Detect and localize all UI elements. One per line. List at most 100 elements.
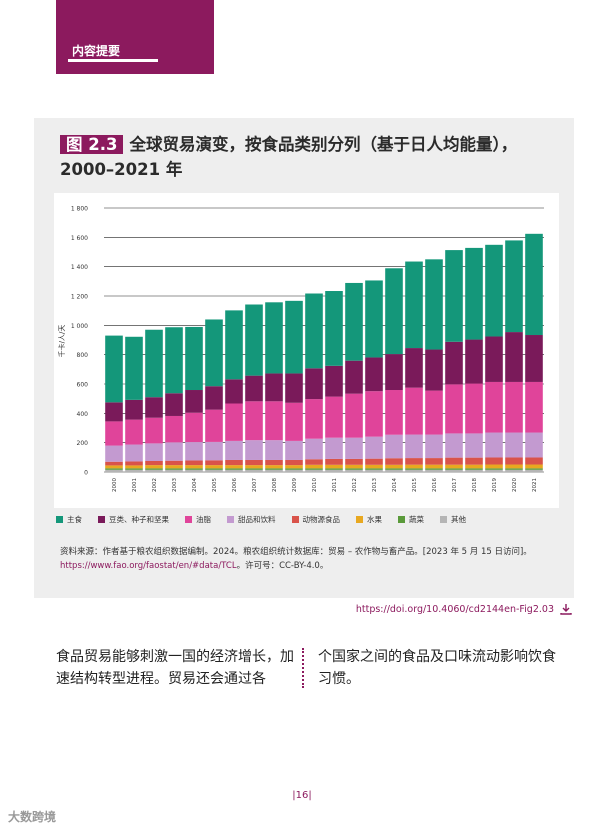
bar-segment (325, 396, 343, 438)
bar-segment (225, 440, 243, 460)
bar-segment (505, 464, 523, 469)
bar-segment (325, 458, 343, 465)
bar-segment (165, 465, 183, 469)
bar-segment (185, 326, 203, 391)
x-tick-label: 2017 (452, 478, 458, 492)
bar-segment (325, 469, 343, 472)
body-text-col2: 个国家之间的食品及口味流动影响饮食习惯。 (318, 649, 556, 687)
bar-segment (125, 469, 143, 472)
bar-segment (365, 458, 383, 465)
bar-segment (365, 436, 383, 459)
bar-segment (265, 469, 283, 472)
bar-segment (225, 310, 243, 380)
legend-item: 豆类、种子和坚果 (98, 514, 169, 525)
bar-segment (385, 468, 403, 470)
bar-segment (345, 437, 363, 459)
bar-segment (325, 291, 343, 366)
bar-segment (505, 457, 523, 465)
bar-segment (245, 469, 263, 472)
bar-segment (125, 461, 143, 466)
bar-segment (465, 469, 483, 472)
bar-segment (405, 387, 423, 435)
y-tick-label: 200 (77, 440, 89, 447)
x-tick-label: 2005 (212, 478, 218, 492)
bar-segment (465, 247, 483, 340)
bar-segment (185, 460, 203, 466)
doi-link[interactable]: https://doi.org/10.4060/cd2144en-Fig2.03 (355, 603, 554, 615)
bar-segment (165, 468, 183, 470)
bar-segment (365, 468, 383, 470)
x-tick-label: 2013 (372, 478, 378, 492)
y-axis-label: 千卡/人/天 (57, 325, 66, 358)
bar-segment (465, 339, 483, 384)
bar-segment (305, 464, 323, 469)
x-tick-label: 2004 (192, 478, 198, 492)
bar-segment (245, 401, 263, 441)
y-tick-label: 1 800 (71, 206, 88, 213)
doi-link-row[interactable]: https://doi.org/10.4060/cd2144en-Fig2.03 (356, 603, 572, 615)
bar-segment (445, 468, 463, 470)
bar-segment (305, 293, 323, 369)
bar-segment (385, 469, 403, 472)
bar-segment (265, 459, 283, 466)
bar-segment (165, 415, 183, 443)
legend-swatch (227, 516, 234, 523)
bar-segment (145, 468, 163, 470)
x-tick-label: 2010 (312, 478, 318, 492)
source-link[interactable]: https://www.fao.org/faostat/en/#data/TCL (60, 561, 237, 571)
section-tab: 内容提要 (56, 0, 214, 74)
section-tab-label: 内容提要 (72, 44, 121, 58)
bar-segment (465, 433, 483, 458)
bar-segment (425, 468, 443, 470)
bar-segment (425, 458, 443, 465)
bar-segment (445, 457, 463, 465)
legend-swatch (291, 516, 299, 523)
bar-segment (405, 469, 423, 472)
bar-segment (405, 434, 423, 459)
source-text: 资料来源：作者基于粮农组织数据编制。2024。粮农组织统计数据库：贸易 – 农作… (60, 547, 532, 557)
bar-segment (285, 468, 303, 470)
bar-segment (405, 468, 423, 470)
bar-segment (445, 384, 463, 434)
legend-item: 水果 (356, 514, 382, 525)
bar-segment (205, 409, 223, 442)
legend-item: 蔬菜 (398, 514, 424, 525)
bar-segment (405, 348, 423, 388)
y-tick-label: 1 600 (71, 235, 88, 242)
bar-segment (285, 469, 303, 472)
legend-item: 甜品和饮料 (227, 514, 276, 525)
source-license: 。许可号：CC-BY-4.0。 (236, 561, 329, 571)
bar-segment (245, 440, 263, 460)
bar-segment (205, 465, 223, 469)
x-tick-label: 2021 (532, 478, 538, 492)
bar-segment (345, 282, 363, 361)
bar-segment (125, 419, 143, 445)
bar-segment (325, 437, 343, 459)
bar-segment (425, 390, 443, 435)
bar-segment (185, 442, 203, 461)
bar-segment (485, 244, 503, 337)
bar-segment (345, 360, 363, 394)
bar-segment (265, 302, 283, 374)
legend-label: 其他 (451, 515, 466, 524)
legend-swatch (98, 516, 105, 523)
bar-segment (245, 304, 263, 376)
bar-segment (425, 464, 443, 469)
x-tick-label: 2011 (332, 478, 338, 492)
bar-segment (245, 375, 263, 402)
download-icon[interactable] (560, 603, 572, 615)
legend-label: 甜品和饮料 (238, 515, 276, 524)
bar-segment (365, 280, 383, 358)
bar-segment (205, 319, 223, 387)
legend-swatch (398, 516, 405, 523)
bar-segment (185, 465, 203, 469)
bar-segment (485, 432, 503, 458)
bar-segment (285, 300, 303, 374)
x-tick-label: 2006 (232, 478, 238, 492)
x-tick-label: 2016 (432, 478, 438, 492)
figure-number: 图 2.3 (60, 135, 124, 154)
bar-segment (485, 457, 503, 465)
bar-segment (145, 417, 163, 444)
bar-segment (525, 469, 543, 472)
bar-segment (145, 329, 163, 398)
